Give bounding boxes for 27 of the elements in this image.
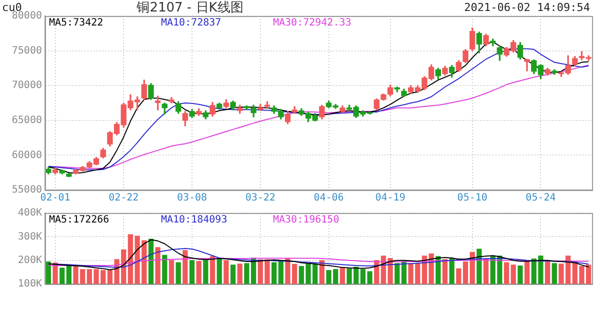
- x-tick-label: 02-01: [40, 192, 70, 204]
- y-tick-label: 300K: [18, 231, 42, 242]
- text: MA5:172266: [49, 214, 110, 226]
- y-tick-label: 80000: [12, 10, 42, 22]
- x-tick-label: 02-22: [108, 192, 139, 204]
- y-tick-label: 65000: [12, 114, 42, 126]
- x-tick-label: 04-19: [375, 192, 406, 204]
- text: MA10:184093: [161, 214, 228, 226]
- y-tick-label: 200K: [18, 254, 42, 266]
- y-tick-label: 70000: [12, 80, 42, 92]
- y-tick-label: 60000: [12, 150, 42, 161]
- text: MA10:72837: [161, 18, 222, 29]
- x-tick-label: 03-08: [176, 192, 208, 204]
- y-tick-label: 75000: [12, 45, 42, 56]
- y-tick-label: 55000: [12, 184, 42, 196]
- text: MA5:73422: [49, 18, 104, 29]
- text: MA30:72942.33: [273, 18, 352, 29]
- x-tick-label: 04-06: [314, 192, 344, 204]
- x-tick-label: 03-22: [245, 192, 276, 204]
- text: MA30:196150: [273, 214, 340, 226]
- text: 2021-06-02 14:09:54: [464, 0, 590, 14]
- y-tick-label: 400K: [18, 208, 42, 219]
- x-tick-label: 05-10: [457, 192, 488, 204]
- candlestick: [524, 58, 530, 72]
- chart-title: 铜2107 - 日K线图: [136, 0, 244, 16]
- x-tick-label: 05-24: [526, 192, 556, 204]
- y-tick-label: 100K: [18, 278, 42, 290]
